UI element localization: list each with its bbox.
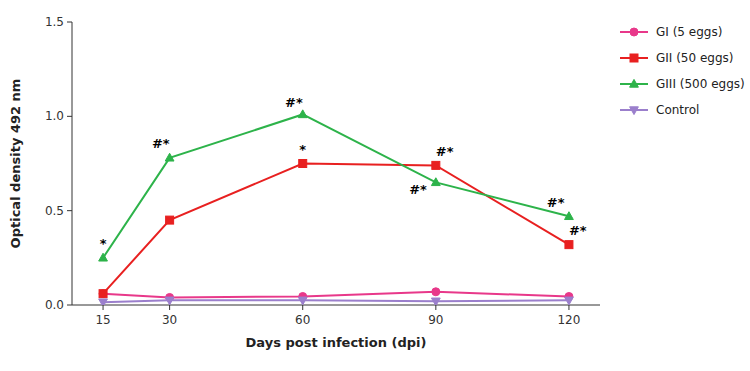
point [432, 161, 440, 169]
point [431, 298, 440, 305]
annotation: #* [569, 223, 587, 238]
point [99, 290, 107, 298]
legend-marker [630, 107, 639, 115]
x-tick [302, 305, 303, 310]
annotation: #* [152, 136, 170, 151]
y-tick [67, 305, 72, 306]
y-axis-line [72, 22, 73, 305]
x-tick-label: 15 [95, 313, 110, 327]
point [431, 178, 440, 186]
legend: GI (5 eggs) GII (50 eggs) GIII (500 eggs) C… [620, 25, 745, 117]
legend-label: GIII (500 eggs) [656, 77, 745, 91]
x-tick-label: 60 [295, 313, 310, 327]
legend-marker [630, 54, 638, 62]
annotation: * [100, 236, 107, 251]
point [99, 290, 107, 298]
axes: 15 30 60 90 120 0.0 0.5 1.0 1.5 [45, 15, 600, 327]
annotation: #* [547, 195, 565, 210]
x-tick [568, 305, 569, 310]
series-line [103, 114, 569, 257]
series [99, 297, 574, 305]
point [165, 297, 174, 305]
point [165, 153, 174, 161]
series-line [103, 300, 569, 302]
annotations: * #* #* * #* #* #* #* [100, 95, 587, 252]
point [298, 110, 307, 118]
x-tick-label: 30 [162, 313, 177, 327]
y-tick [67, 116, 72, 117]
legend-label: GI (5 eggs) [656, 25, 722, 39]
series-line [103, 164, 569, 294]
y-tick-label: 1.0 [45, 109, 64, 123]
annotation: #* [409, 182, 427, 197]
x-tick-label: 90 [428, 313, 443, 327]
y-tick [67, 210, 72, 211]
y-tick-label: 0.0 [45, 298, 64, 312]
annotation: #* [436, 144, 454, 159]
y-tick-label: 0.5 [45, 204, 64, 218]
point [299, 160, 307, 168]
legend-label: Control [656, 103, 699, 117]
x-tick-label: 120 [557, 313, 580, 327]
point [99, 299, 108, 305]
y-tick [67, 22, 72, 23]
point [565, 212, 574, 220]
legend-marker [630, 79, 639, 87]
x-axis-label: Days post infection (dpi) [246, 335, 427, 350]
point [166, 216, 174, 224]
point [565, 297, 574, 305]
legend-label: GII (50 eggs) [656, 51, 734, 65]
chart: 15 30 60 90 120 0.0 0.5 1.0 1.5 Days post infecti… [0, 0, 750, 371]
legend-marker [630, 28, 638, 36]
x-tick [435, 305, 436, 310]
point [565, 241, 573, 249]
point [432, 288, 440, 296]
annotation: * [299, 142, 306, 157]
y-axis-label: Optical density 492 nm [8, 79, 23, 249]
series [99, 160, 573, 298]
x-axis-line [72, 305, 600, 306]
plot-area [99, 110, 574, 305]
series [99, 110, 574, 261]
x-tick [103, 305, 104, 310]
point [298, 297, 307, 305]
x-tick [169, 305, 170, 310]
annotation: #* [285, 95, 303, 110]
y-tick-label: 1.5 [45, 15, 64, 29]
point [99, 253, 108, 261]
